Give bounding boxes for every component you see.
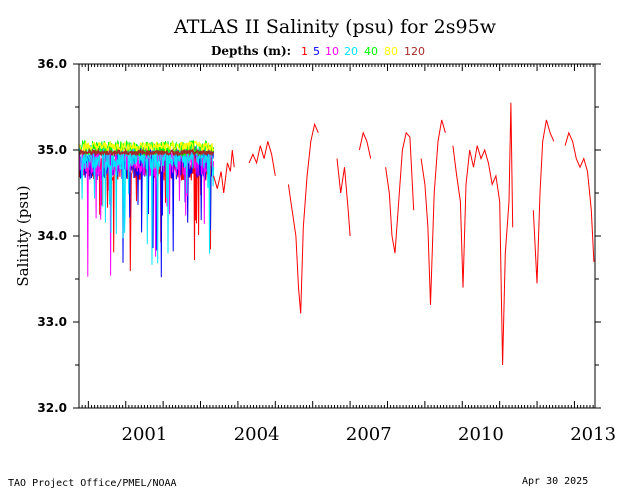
series-line-1m-segment bbox=[248, 141, 276, 176]
y-tick-label: 36.0 bbox=[37, 57, 67, 71]
series-line-1m-segment bbox=[452, 102, 514, 366]
legend-depth-5: 5 bbox=[313, 45, 320, 58]
legend-depth-40: 40 bbox=[364, 45, 378, 58]
legend-depth-1: 1 bbox=[301, 45, 308, 58]
chart-title: ATLAS II Salinity (psu) for 2s95w bbox=[173, 16, 497, 38]
series-line-1m-segment bbox=[564, 131, 595, 262]
footer-date: Apr 30 2025 bbox=[522, 476, 589, 487]
x-tick-label: 2010 bbox=[458, 424, 504, 445]
x-tick-label: 2007 bbox=[346, 424, 392, 445]
depth-legend: Depths (m): 1 5 10 20 40 80 120 bbox=[211, 44, 425, 58]
series-line-10m bbox=[79, 146, 215, 277]
series-line-1m-segment bbox=[213, 149, 235, 194]
y-tick-label: 33.0 bbox=[37, 315, 67, 329]
series-line-120m bbox=[79, 147, 215, 158]
y-tick-label: 32.0 bbox=[37, 401, 67, 415]
y-axis-label: Salinity (psu) bbox=[14, 185, 32, 286]
depths-label: Depths (m): bbox=[211, 44, 291, 58]
legend-depth-120: 120 bbox=[404, 45, 425, 58]
x-tick-label: 2013 bbox=[570, 424, 616, 445]
footer-credit: TAO Project Office/PMEL/NOAA bbox=[8, 478, 177, 489]
x-tick-label: 2004 bbox=[234, 424, 280, 445]
legend-depth-20: 20 bbox=[344, 45, 358, 58]
series-line-1m-segment bbox=[420, 119, 446, 305]
legend-depth-10: 10 bbox=[325, 45, 339, 58]
series-line-80m bbox=[79, 139, 215, 154]
series-line-1m-segment bbox=[336, 158, 351, 237]
y-tick-label: 34.0 bbox=[37, 229, 67, 243]
axes: 36.0 35.0 34.0 33.0 32.0 2001 2004 2007 2010 2013 bbox=[37, 57, 616, 445]
y-tick-label: 35.0 bbox=[37, 143, 67, 157]
legend-depth-80: 80 bbox=[384, 45, 398, 58]
x-tick-label: 2001 bbox=[122, 424, 168, 445]
series-line-1m-segment bbox=[385, 131, 415, 254]
series-line-1m-segment bbox=[532, 119, 555, 284]
series-line-1m-segment bbox=[358, 131, 372, 159]
series-layer bbox=[79, 102, 595, 366]
series-line-1m-segment bbox=[287, 122, 319, 314]
